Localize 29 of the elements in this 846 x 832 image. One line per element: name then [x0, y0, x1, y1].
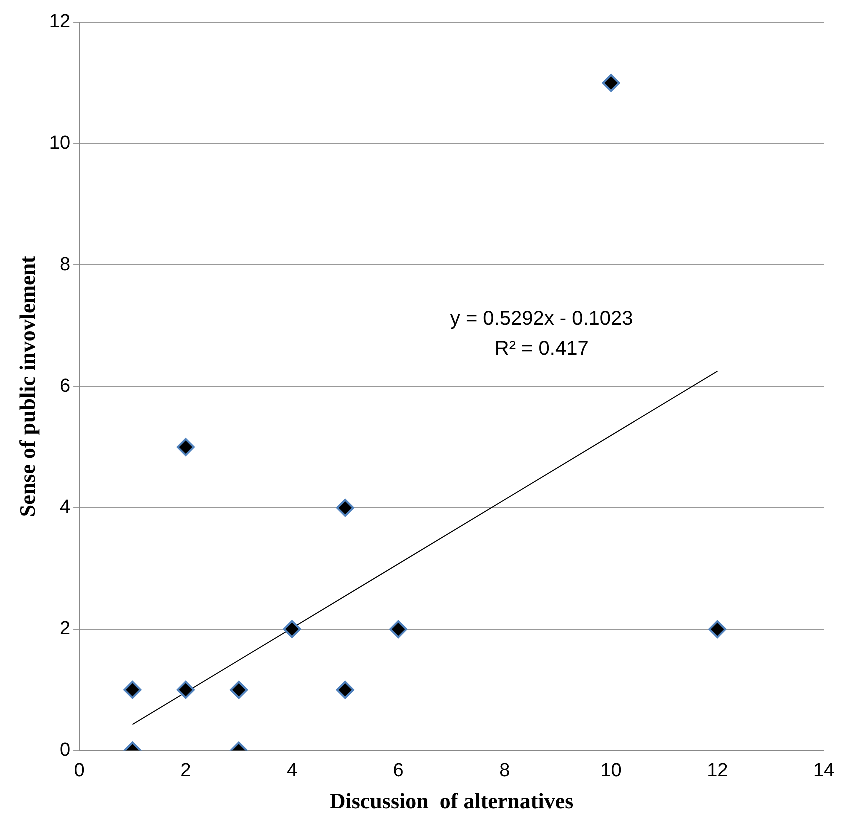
y-axis-title: Sense of public invovlement [14, 255, 40, 518]
y-tick-label: 12 [49, 12, 71, 33]
point [336, 499, 354, 517]
x-tick-label: 6 [393, 760, 404, 782]
y-tick-label: 4 [60, 497, 71, 518]
y-tick-label: 0 [60, 740, 71, 762]
y-tick-label: 6 [60, 376, 71, 397]
annotation: y = 0.5292x - 0.1023 [450, 308, 634, 330]
annotation: R² = 0.417 [494, 338, 589, 360]
point [708, 620, 727, 638]
point [283, 620, 302, 638]
x-tick-label: 12 [707, 760, 728, 782]
x-tick-label: 0 [74, 760, 85, 782]
x-tick-label: 10 [600, 760, 622, 782]
point [124, 681, 142, 700]
x-tick-label: 8 [500, 760, 510, 782]
point [176, 438, 195, 456]
y-tick-label: 8 [60, 254, 71, 276]
point [230, 681, 248, 700]
y-tick-label: 10 [49, 133, 71, 154]
point [176, 681, 195, 700]
x-tick-label: 4 [286, 760, 298, 782]
point [602, 74, 620, 92]
y-tick-label: 2 [60, 618, 71, 640]
x-tick-label: 14 [813, 760, 835, 782]
point [336, 681, 354, 700]
point [390, 620, 408, 638]
x-tick-label: 2 [180, 760, 192, 782]
x-axis-title: Discussion of alternatives [330, 788, 574, 814]
